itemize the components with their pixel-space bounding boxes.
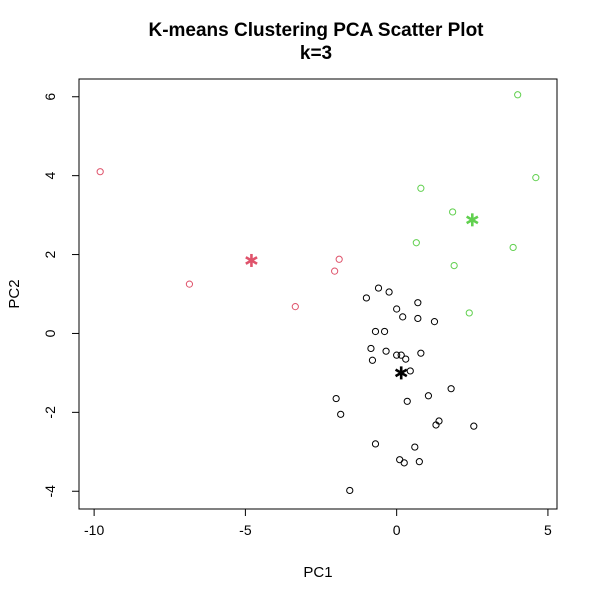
data-point — [402, 355, 410, 363]
cluster-center-marker — [466, 213, 479, 227]
data-point — [374, 284, 383, 292]
y-axis-label: PC2 — [6, 279, 23, 308]
cluster-centers — [245, 213, 479, 380]
data-point — [403, 397, 411, 405]
data-point — [406, 367, 414, 375]
plot-frame — [78, 78, 558, 510]
chart-title: K-means Clustering PCA Scatter Plot — [148, 20, 484, 41]
cluster-center-marker — [394, 366, 408, 380]
data-point — [417, 184, 425, 192]
data-point — [393, 305, 401, 313]
y-tick-label: 0 — [42, 329, 58, 337]
y-tick-label: -4 — [42, 485, 58, 498]
data-point — [430, 318, 439, 326]
data-point — [412, 239, 420, 247]
data-point — [96, 168, 104, 176]
data-point — [371, 327, 380, 336]
data-point — [414, 299, 422, 307]
data-point — [432, 421, 440, 429]
x-axis-label: PC1 — [303, 564, 332, 581]
data-point — [332, 394, 340, 403]
x-tick-label: -10 — [84, 522, 104, 538]
data-point — [447, 385, 455, 393]
data-point — [331, 267, 339, 275]
y-tick-label: 2 — [42, 250, 58, 258]
data-point — [385, 288, 393, 296]
data-point — [396, 456, 404, 464]
data-point — [368, 356, 377, 364]
data-point — [291, 303, 299, 311]
data-point — [362, 294, 371, 302]
data-point — [465, 309, 473, 317]
data-point — [449, 208, 457, 216]
data-point — [417, 349, 425, 357]
data-point — [382, 347, 390, 355]
chart-subtitle: k=3 — [300, 43, 332, 64]
data-point — [367, 344, 375, 353]
y-tick-label: -2 — [42, 406, 58, 419]
data-point — [399, 313, 407, 321]
data-point — [397, 351, 405, 359]
data-point — [400, 459, 408, 467]
x-tick-label: 0 — [393, 522, 401, 538]
data-point — [393, 351, 401, 359]
x-tick-label: -5 — [239, 522, 252, 538]
y-axis: -4 -2 0 2 4 6 — [42, 93, 80, 498]
data-points — [96, 91, 540, 495]
data-point — [411, 443, 419, 451]
data-point — [346, 486, 354, 495]
y-tick-label: 4 — [42, 172, 58, 180]
data-point — [470, 422, 478, 430]
data-point — [335, 255, 343, 263]
data-point — [415, 458, 423, 466]
data-point — [414, 314, 422, 323]
y-tick-label: 6 — [42, 93, 58, 101]
cluster-center-marker — [245, 253, 258, 267]
data-point — [185, 280, 194, 288]
data-point — [424, 392, 433, 400]
data-point — [337, 410, 345, 418]
data-point — [509, 243, 517, 252]
data-point — [514, 91, 522, 99]
x-axis: -10 -5 0 5 — [84, 508, 552, 538]
data-point — [532, 174, 540, 182]
x-tick-label: 5 — [544, 522, 552, 538]
data-point — [380, 327, 389, 336]
data-point — [371, 440, 380, 448]
data-point — [450, 261, 458, 270]
